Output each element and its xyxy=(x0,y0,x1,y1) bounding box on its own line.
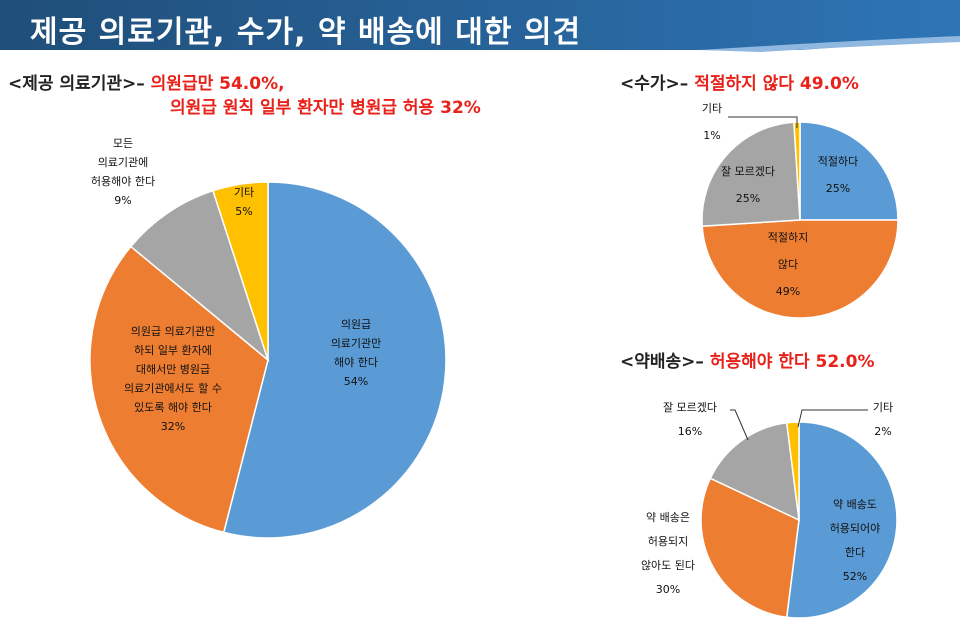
fee-label-2: 잘 모르겠다 25% xyxy=(721,165,775,205)
delivery-label-0-line-3: 52% xyxy=(843,570,867,583)
fee-label-0-line-0: 적절하다 xyxy=(818,154,858,168)
delivery-label-1-line-1: 허용되지 xyxy=(648,535,688,548)
institutions-label-3: 기타 5% xyxy=(234,186,254,218)
fee-label-3-line-1: 1% xyxy=(703,129,720,142)
fee-label-0: 적절하다 25% xyxy=(818,154,858,195)
institutions-label-2-line-0: 모든 xyxy=(113,137,133,150)
delivery-label-2-line-0: 잘 모르겠다 xyxy=(663,401,717,414)
delivery-heading-label: <약배송>– xyxy=(620,352,704,372)
delivery-slice-2 xyxy=(709,421,800,522)
institutions-label-2-line-2: 허용해야 한다 xyxy=(91,174,155,188)
fee-label-1-line-2: 49% xyxy=(776,285,800,298)
title-banner xyxy=(0,0,960,52)
fee-slice-1 xyxy=(701,219,899,319)
delivery-label-1-line-0: 약 배송은 xyxy=(646,510,690,524)
institutions-label-1-line-2: 대해서만 병원급 xyxy=(136,362,210,376)
institutions-heading: <제공 의료기관>– 의원급만 54.0%, xyxy=(8,73,285,95)
institutions-label-1-line-0: 의원급 의료기관만 xyxy=(131,325,215,338)
fee-heading-highlight: 적절하지 않다 49.0% xyxy=(694,74,859,94)
fee-label-2-line-1: 25% xyxy=(736,192,760,205)
fee-label-1-line-0: 적절하지 xyxy=(768,230,808,244)
institutions-label-1-line-4: 있도록 해야 한다 xyxy=(134,400,212,414)
delivery-leader-2 xyxy=(730,409,749,441)
banner-shape xyxy=(0,0,960,50)
fee-label-2-line-0: 잘 모르겠다 xyxy=(721,165,775,178)
institutions-label-0-line-3: 54% xyxy=(344,375,368,388)
fee-label-1-line-1: 않다 xyxy=(778,258,798,271)
delivery-label-2: 잘 모르겠다 16% xyxy=(663,401,717,438)
institutions-heading-highlight-2: 의원급 원칙 일부 환자만 병원급 허용 32% xyxy=(170,98,481,118)
institutions-slice-3 xyxy=(212,181,269,361)
fee-leader-3 xyxy=(728,116,798,128)
institutions-slice-1 xyxy=(89,245,269,534)
delivery-label-0-line-0: 약 배송도 xyxy=(833,497,877,511)
delivery-slice-0 xyxy=(785,421,898,619)
institutions-label-1-line-5: 32% xyxy=(161,420,185,433)
banner-accent xyxy=(700,36,960,52)
institutions-label-3-line-0: 기타 xyxy=(234,186,254,199)
institutions-label-1-line-1: 하되 일부 환자에 xyxy=(134,343,212,357)
fee-heading-label: <수가>– xyxy=(620,74,689,94)
institutions-heading-highlight-1: 의원급만 54.0%, xyxy=(150,74,285,94)
delivery-heading: <약배송>– 허용해야 한다 52.0% xyxy=(620,351,875,373)
delivery-slice-1 xyxy=(700,477,800,619)
delivery-label-1-line-2: 않아도 된다 xyxy=(641,559,695,572)
institutions-label-2-line-3: 9% xyxy=(114,194,131,207)
institutions-label-0-line-2: 해야 한다 xyxy=(334,355,378,369)
delivery-label-2-line-1: 16% xyxy=(678,425,702,438)
delivery-label-3-line-1: 2% xyxy=(874,425,891,438)
institutions-heading-line2: 의원급 원칙 일부 환자만 병원급 허용 32% xyxy=(170,97,481,119)
institutions-slice-2 xyxy=(129,189,270,363)
fee-slice-2 xyxy=(701,121,801,227)
delivery-label-3-line-0: 기타 xyxy=(873,401,893,414)
fee-label-3-line-0: 기타 xyxy=(702,102,722,115)
institutions-heading-label: <제공 의료기관>– xyxy=(8,74,145,94)
institutions-label-1-line-3: 의료기관에서도 할 수 xyxy=(124,382,222,395)
delivery-label-0-line-1: 허용되어야 xyxy=(830,522,881,535)
fee-label-3: 기타 1% xyxy=(702,102,722,142)
institutions-label-0-line-1: 의료기관만 xyxy=(331,337,382,350)
delivery-label-3: 기타 2% xyxy=(873,401,893,438)
fee-label-0-line-1: 25% xyxy=(826,182,850,195)
institutions-label-0-line-0: 의원급 xyxy=(341,318,371,331)
delivery-heading-highlight: 허용해야 한다 52.0% xyxy=(709,352,875,372)
page-title: 제공 의료기관, 수가, 약 배송에 대한 의견 xyxy=(30,15,582,50)
delivery-leader-3 xyxy=(797,409,868,428)
delivery-label-1-line-3: 30% xyxy=(656,583,680,596)
fee-heading: <수가>– 적절하지 않다 49.0% xyxy=(620,73,859,95)
institutions-label-2-line-1: 의료기관에 xyxy=(98,156,149,169)
institutions-label-3-line-1: 5% xyxy=(235,205,252,218)
fee-slice-0 xyxy=(799,121,899,221)
delivery-label-0-line-2: 한다 xyxy=(845,546,865,559)
institutions-slice-0 xyxy=(222,181,447,539)
